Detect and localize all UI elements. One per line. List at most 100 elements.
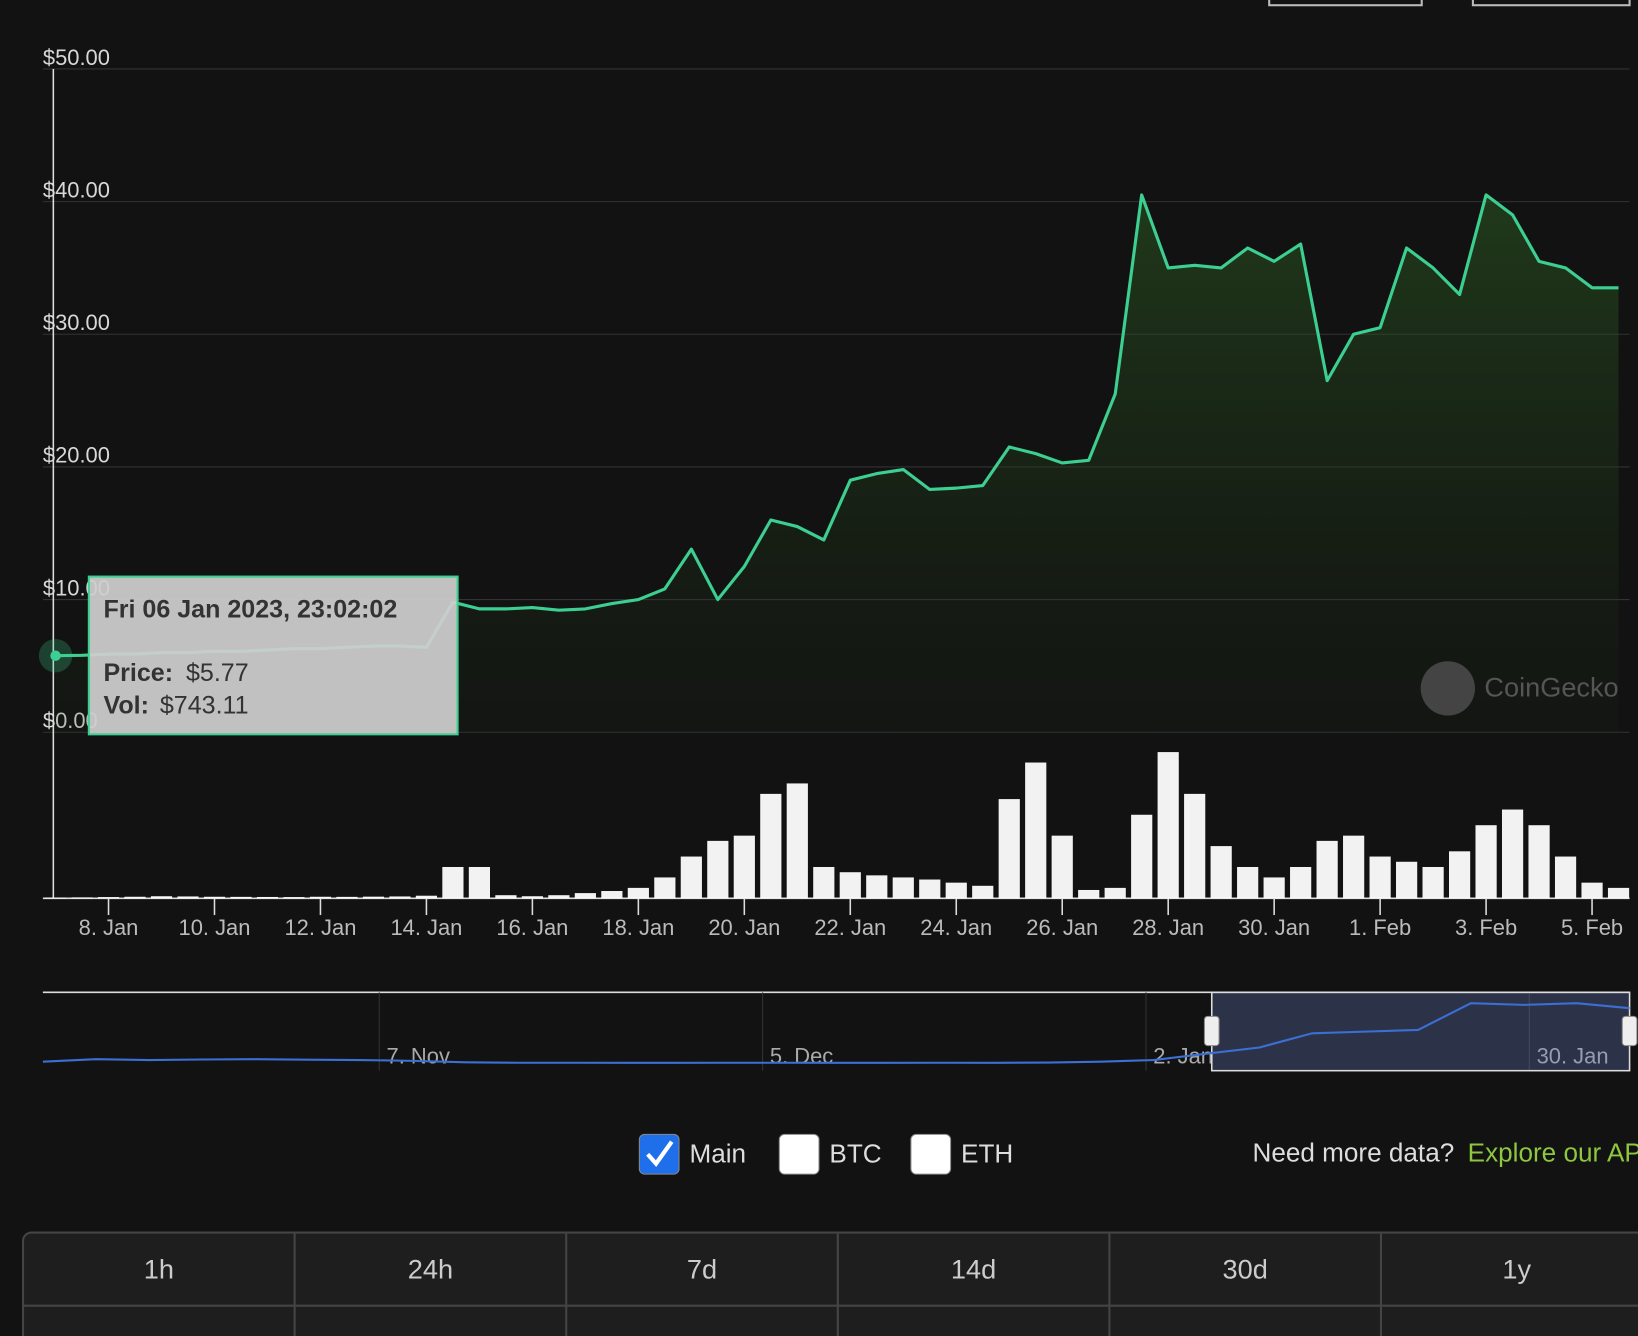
- top-button[interactable]: [1268, 0, 1423, 7]
- volume-bar: [1263, 877, 1285, 899]
- x-tick-label: 30. Jan: [1238, 915, 1310, 940]
- x-tick-label: 20. Jan: [708, 915, 780, 940]
- x-tick-label: 10. Jan: [179, 915, 251, 940]
- volume-bar: [945, 882, 967, 899]
- checkbox[interactable]: [910, 1133, 952, 1175]
- hover-point: [50, 650, 61, 661]
- tab-label[interactable]: 7d: [687, 1254, 717, 1285]
- tab-label[interactable]: 1y: [1502, 1254, 1531, 1285]
- volume-bar: [548, 895, 570, 899]
- volume-bar: [97, 897, 120, 899]
- x-tick-label: 3. Feb: [1455, 915, 1517, 940]
- checkbox-label[interactable]: Main: [689, 1139, 746, 1169]
- tab-label[interactable]: 14d: [951, 1254, 996, 1285]
- volume-bar: [601, 891, 623, 899]
- volume-bar: [1078, 889, 1100, 899]
- volume-bar: [1210, 846, 1232, 899]
- navigator-handle[interactable]: [1621, 1015, 1638, 1047]
- x-tick-label: 1. Feb: [1349, 915, 1411, 940]
- navigator-selection[interactable]: [1210, 991, 1631, 1072]
- volume-bar: [177, 896, 199, 899]
- navigator-tick-label: 5. Dec: [770, 1043, 833, 1068]
- price-area: [55, 194, 1619, 733]
- volume-bar: [786, 783, 808, 899]
- volume-bar: [1104, 887, 1126, 899]
- checkbox[interactable]: [638, 1133, 680, 1175]
- volume-bar: [839, 872, 861, 899]
- checkbox[interactable]: [778, 1133, 820, 1175]
- volume-bar: [44, 897, 67, 899]
- volume-bar: [1396, 861, 1418, 899]
- volume-bar: [1475, 825, 1497, 899]
- volume-bar: [1448, 851, 1471, 899]
- volume-bar: [627, 887, 649, 899]
- navigator-handle[interactable]: [1203, 1015, 1220, 1047]
- volume-bar: [1316, 840, 1338, 899]
- volume-bar: [495, 895, 517, 899]
- x-tick-label: 14. Jan: [390, 915, 462, 940]
- tab-label[interactable]: 24h: [408, 1254, 453, 1285]
- top-button[interactable]: [1471, 0, 1631, 7]
- volume-bar: [150, 896, 173, 899]
- volume-bar: [521, 896, 543, 899]
- tooltip-value: $5.77: [186, 659, 249, 687]
- tab-label[interactable]: 30d: [1223, 1254, 1268, 1285]
- checkbox-label[interactable]: BTC: [829, 1139, 881, 1169]
- watermark-logo: [1420, 661, 1475, 716]
- x-tick-label: 24. Jan: [920, 915, 992, 940]
- navigator-line: [42, 1002, 1630, 1064]
- tooltip-title: Fri 06 Jan 2023, 23:02:02: [103, 595, 397, 623]
- y-tick-label: $50.00: [43, 45, 110, 70]
- watermark: CoinGecko: [1484, 672, 1618, 703]
- volume-bar: [919, 879, 941, 899]
- volume-bar: [1581, 882, 1603, 899]
- volume-bar: [415, 895, 438, 899]
- volume-bar: [972, 885, 994, 899]
- volume-bar: [124, 896, 146, 899]
- x-tick-label: 22. Jan: [814, 915, 886, 940]
- x-tick-label: 28. Jan: [1132, 915, 1204, 940]
- volume-bar: [1157, 752, 1179, 899]
- tooltip-box: [87, 575, 459, 736]
- chart-layer: $0.00$10.00$20.00$30.00$40.00$50.008. Ja…: [21, 45, 1638, 1336]
- volume-bar: [1369, 856, 1391, 899]
- volume-bar: [1131, 814, 1153, 899]
- volume-bar: [362, 896, 385, 899]
- volume-bar: [1051, 835, 1073, 899]
- volume-bar: [1422, 866, 1444, 899]
- volume-bar: [1290, 866, 1312, 899]
- volume-bar: [1184, 793, 1206, 899]
- x-tick-label: 18. Jan: [602, 915, 674, 940]
- tooltip-label: Vol:: [103, 691, 148, 719]
- volume-bar: [283, 897, 305, 899]
- volume-bar: [866, 875, 888, 899]
- volume-bar: [230, 896, 252, 899]
- navigator-tick-label: 7. Nov: [387, 1043, 450, 1068]
- navigator-tick-label: 30. Jan: [1537, 1043, 1609, 1068]
- volume-bar: [1528, 825, 1550, 899]
- volume-bar: [680, 856, 702, 899]
- volume-bar: [574, 893, 596, 899]
- volume-bar: [998, 799, 1020, 899]
- volume-bar: [442, 866, 464, 899]
- volume-bar: [760, 793, 782, 899]
- volume-bar: [309, 896, 332, 899]
- x-tick-label: 12. Jan: [284, 915, 356, 940]
- x-tick-label: 16. Jan: [496, 915, 568, 940]
- volume-bar: [71, 897, 93, 899]
- api-link[interactable]: Explore our API: [1468, 1138, 1638, 1168]
- volume-bar: [654, 877, 676, 899]
- tooltip-value: $743.11: [160, 691, 249, 719]
- volume-bar: [892, 877, 914, 899]
- volume-bar: [389, 896, 411, 899]
- volume-bar: [1237, 866, 1259, 899]
- volume-bar: [1025, 762, 1047, 899]
- volume-bar: [468, 866, 491, 899]
- tab-label[interactable]: 1h: [144, 1254, 174, 1285]
- volume-bar: [336, 896, 358, 899]
- tabs-box: [21, 1231, 1638, 1336]
- checkbox-label[interactable]: ETH: [961, 1139, 1013, 1169]
- volume-bar: [813, 866, 835, 899]
